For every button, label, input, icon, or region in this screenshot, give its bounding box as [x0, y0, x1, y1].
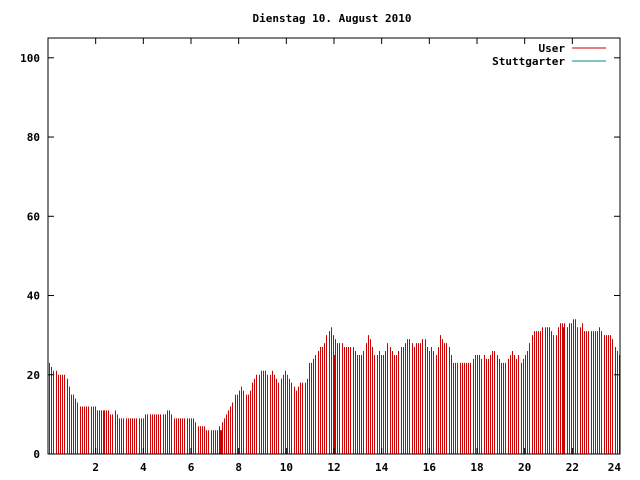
x-tick-label: 10: [280, 461, 293, 474]
x-tick-label: 20: [518, 461, 531, 474]
highlight-bars-layer: [103, 327, 565, 454]
y-axis: 0 20 40 60 80 100: [20, 52, 620, 461]
x-tick-label: 8: [235, 461, 242, 474]
x-tick-label: 4: [140, 461, 147, 474]
y-tick-label: 20: [27, 369, 40, 382]
legend-label-user: User: [539, 42, 566, 55]
y-tick-label: 40: [27, 290, 40, 303]
bars-layer: [49, 319, 620, 454]
x-axis: 2 4 6 8 10 12 14 16 18 20 22 24: [92, 38, 621, 474]
legend: User Stuttgarter: [492, 42, 606, 68]
y-tick-label: 60: [27, 210, 40, 223]
x-tick-label: 12: [327, 461, 340, 474]
x-tick-label: 6: [188, 461, 195, 474]
x-tick-label: 18: [470, 461, 483, 474]
x-tick-label: 22: [566, 461, 579, 474]
x-tick-label: 14: [375, 461, 389, 474]
x-tick-label: 2: [92, 461, 99, 474]
legend-label-stuttgarter: Stuttgarter: [492, 55, 565, 68]
x-tick-label: 24: [608, 461, 622, 474]
y-tick-label: 100: [20, 52, 40, 65]
x-tick-label: 16: [423, 461, 437, 474]
chart-title: Dienstag 10. August 2010: [253, 12, 412, 25]
y-tick-label: 0: [33, 448, 40, 461]
y-tick-label: 80: [27, 131, 40, 144]
